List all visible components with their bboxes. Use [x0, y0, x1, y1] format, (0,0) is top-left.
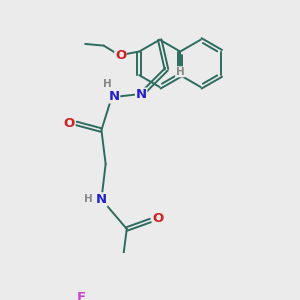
Text: H: H — [83, 194, 92, 204]
Text: F: F — [76, 291, 85, 300]
Text: N: N — [96, 193, 107, 206]
Text: H: H — [176, 67, 184, 77]
Text: H: H — [103, 79, 112, 88]
Text: N: N — [109, 90, 120, 103]
Text: O: O — [115, 49, 126, 62]
Text: O: O — [152, 212, 164, 225]
Text: N: N — [136, 88, 147, 101]
Text: O: O — [64, 117, 75, 130]
